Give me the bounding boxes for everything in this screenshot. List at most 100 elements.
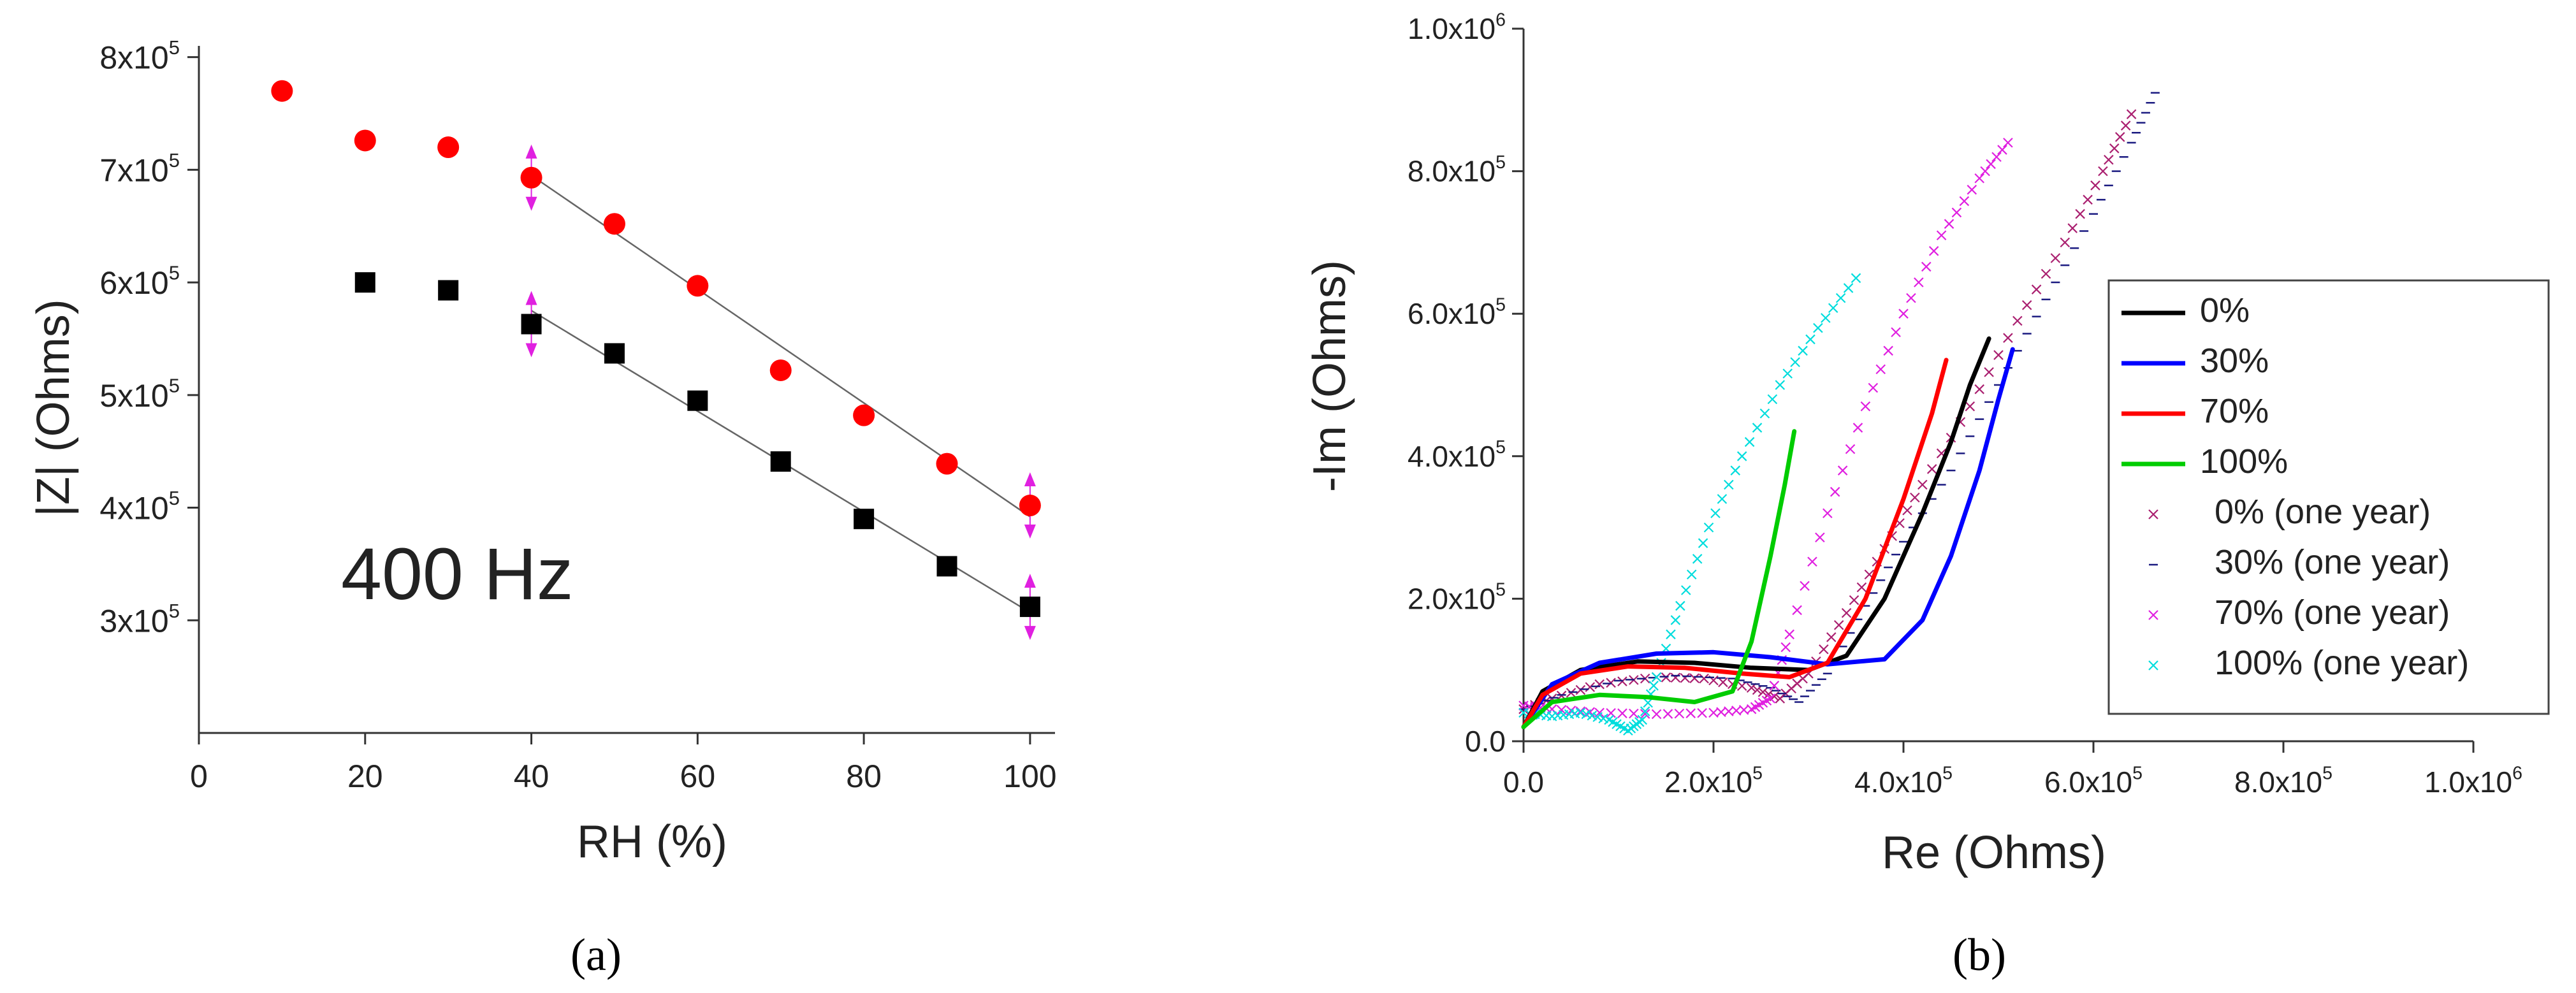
red-circle-point (603, 213, 625, 235)
b-y-tick-label: 1.0x106 (1408, 10, 1506, 45)
data-marker (1686, 569, 1697, 580)
data-marker (1730, 465, 1741, 475)
data-marker (1585, 682, 1596, 692)
data-marker (2012, 315, 2023, 326)
legend-swatch (2148, 509, 2158, 519)
panel-a-caption: (a) (571, 929, 622, 980)
panel-a-chart: 0 20 40 60 80 100 3x105 4x105 5x105 6x105 7x105 8x… (28, 36, 1057, 980)
red-circle-point (853, 404, 875, 426)
data-marker (1835, 293, 1846, 303)
a-x-tick-label: 80 (846, 758, 882, 794)
panel-a-x-ticks: 0 20 40 60 80 100 (190, 733, 1057, 794)
panel-b-caption: (b) (1953, 929, 2006, 980)
legend: 0% 30% 70% 100% 0% (one year) 30% (one year) 7… (2121, 291, 2469, 682)
data-marker (1883, 345, 1893, 356)
b-x-tick-label: 8.0x105 (2234, 763, 2332, 799)
data-marker (2050, 253, 2061, 263)
series-line-0pct (1521, 336, 1991, 730)
data-marker (1670, 672, 1681, 683)
data-marker (1917, 479, 1928, 490)
data-marker (1921, 261, 1932, 272)
frequency-annotation: 400 Hz (341, 533, 573, 615)
data-marker (1718, 677, 1728, 688)
data-marker (2021, 300, 2032, 310)
legend-entry: 30% (2200, 342, 2269, 380)
data-marker (2098, 166, 2108, 177)
data-marker (1689, 673, 1699, 683)
data-marker (1780, 642, 1791, 653)
series-100-one-year- (1518, 273, 1861, 736)
panel-a-fit-lines (530, 175, 1031, 613)
data-marker (1575, 707, 1586, 718)
data-marker (1826, 632, 1837, 642)
data-marker (1699, 673, 1709, 684)
b-y-tick-label: 4.0x105 (1408, 437, 1506, 473)
legend-entry: 70% (one year) (2215, 593, 2450, 632)
red-circle-point (354, 129, 376, 152)
legend-entry: 100% (2200, 442, 2288, 481)
data-marker (1830, 486, 1840, 497)
a-x-tick-label: 60 (680, 758, 716, 794)
b-x-tick-label: 2.0x105 (1664, 763, 1763, 799)
b-x-tick-label: 6.0x105 (2044, 763, 2143, 799)
b-x-tick-label: 1.0x106 (2424, 763, 2522, 799)
data-marker (1856, 582, 1867, 593)
red-circle-point (520, 166, 542, 189)
data-marker (1902, 505, 1912, 516)
series-line-70pct (1521, 358, 1949, 730)
panel-b-series (1518, 92, 2160, 736)
data-marker (1670, 615, 1681, 625)
red-circle-point (769, 359, 792, 381)
data-marker (1928, 246, 1939, 256)
red-circle-point (1019, 495, 1041, 517)
legend-entry: 0% (2200, 291, 2250, 330)
data-marker (1606, 707, 1616, 718)
data-marker (1944, 219, 1954, 229)
data-marker (1926, 464, 1937, 474)
panel-a-data-points (271, 80, 1041, 618)
data-marker (2120, 120, 2131, 131)
series-line-100pct (1521, 429, 1797, 730)
data-marker (1710, 508, 1721, 519)
data-marker (1800, 581, 1810, 591)
data-marker (1640, 706, 1650, 716)
data-marker (1767, 394, 1778, 405)
data-marker (2031, 284, 2042, 294)
data-marker (1851, 273, 1861, 284)
data-marker (1898, 308, 1909, 319)
data-marker (1752, 423, 1763, 433)
data-marker (1757, 687, 1768, 697)
black-square-point (936, 556, 957, 577)
data-marker (1821, 313, 1831, 323)
data-marker (1819, 644, 1829, 655)
legend-swatch (2148, 610, 2158, 620)
data-marker (1984, 367, 1994, 377)
data-marker (1651, 672, 1662, 683)
a-x-tick-label: 0 (190, 758, 208, 794)
legend-entry: 70% (2200, 392, 2269, 430)
black-square-point (1019, 597, 1040, 618)
red-circle-point (687, 275, 709, 297)
data-marker (1765, 693, 1776, 704)
b-y-tick-label: 0.0 (1465, 725, 1506, 758)
data-marker (1681, 585, 1691, 595)
data-marker (1910, 492, 1920, 503)
data-marker (1637, 714, 1648, 725)
black-square-point (438, 280, 459, 301)
data-marker (1663, 709, 1673, 719)
data-marker (1717, 494, 1728, 504)
data-marker (2067, 223, 2078, 233)
data-marker (1581, 709, 1592, 720)
a-x-tick-label: 20 (347, 758, 383, 794)
data-marker (1965, 401, 1976, 412)
data-marker (1752, 685, 1763, 695)
data-marker (1643, 697, 1653, 708)
data-marker (1759, 408, 1770, 419)
data-marker (2075, 208, 2085, 219)
data-marker (2041, 268, 2051, 279)
data-marker (1993, 350, 2004, 360)
b-y-tick-label: 2.0x105 (1408, 580, 1506, 616)
data-marker (1792, 605, 1802, 616)
data-marker (1833, 620, 1844, 630)
